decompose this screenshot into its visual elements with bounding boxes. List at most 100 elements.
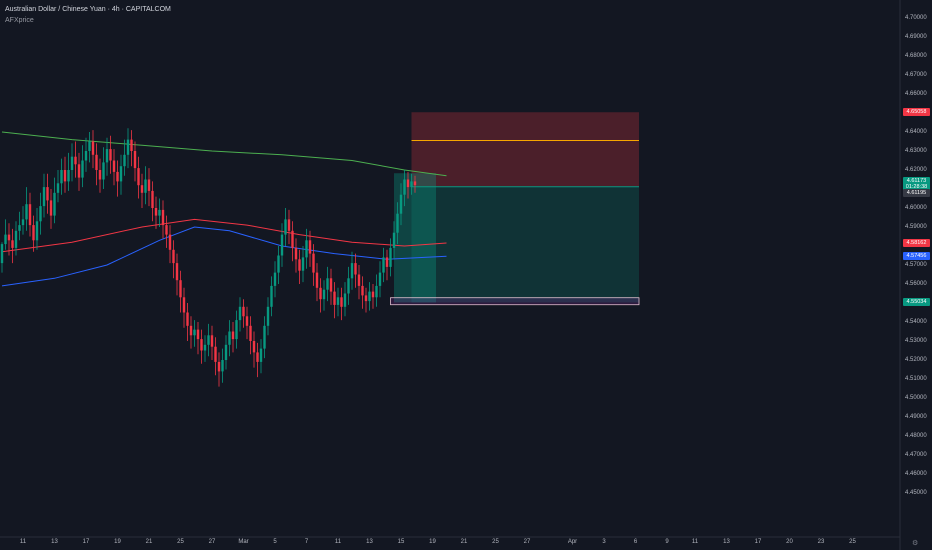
candle [350, 251, 354, 290]
candle [291, 221, 294, 262]
candle [308, 230, 312, 267]
price-tick-label: 4.48000 [905, 433, 927, 439]
candle [231, 322, 235, 353]
price-tick-label: 4.53000 [905, 338, 927, 344]
candle [63, 156, 67, 193]
candle [238, 297, 242, 332]
candle [21, 206, 25, 235]
time-tick-label: 13 [51, 539, 58, 545]
price-tick-label: 4.68000 [905, 53, 927, 59]
candle [53, 177, 56, 224]
stop-loss-zone[interactable] [411, 112, 640, 187]
time-tick-label: 11 [334, 539, 342, 545]
candle [361, 276, 364, 309]
candle [326, 266, 329, 302]
candle [315, 263, 319, 302]
time-tick-label: 11 [19, 539, 27, 545]
candle [203, 335, 207, 362]
candle [347, 266, 350, 305]
time-tick-label: 7 [304, 539, 309, 545]
candle [154, 196, 158, 229]
candle [200, 329, 203, 364]
candle [56, 170, 60, 203]
candle [270, 276, 273, 317]
candle [91, 130, 95, 169]
candle [235, 310, 238, 349]
candle [88, 132, 91, 163]
price-tag: 4.65058 [903, 107, 930, 116]
candle [329, 268, 333, 305]
candle [392, 221, 396, 260]
candle [196, 322, 200, 355]
candle [67, 152, 70, 191]
candle [18, 211, 21, 241]
candle [284, 208, 287, 246]
candle [158, 198, 161, 227]
time-tick-label: 25 [492, 539, 499, 545]
symbol-subtitle: AFXprice [5, 17, 34, 24]
candle [133, 141, 137, 182]
base-box[interactable] [390, 297, 640, 306]
candle [333, 282, 336, 319]
moving-averages [1, 131, 447, 287]
candle [214, 337, 217, 376]
time-tick-label: 13 [366, 539, 373, 545]
take-profit-zone[interactable] [411, 186, 640, 303]
candle [186, 303, 189, 341]
price-tick-label: 4.46000 [905, 471, 927, 477]
time-tick-label: Mar [238, 539, 249, 545]
candle [389, 238, 392, 277]
candle [357, 265, 361, 300]
candle [60, 158, 63, 195]
time-tick-label: 27 [523, 539, 531, 545]
time-tick-label: 25 [177, 539, 184, 545]
price-tick-label: 4.56000 [905, 281, 927, 287]
time-tick-label: 15 [397, 539, 405, 545]
candle [98, 158, 102, 193]
candle [168, 225, 172, 264]
moving-average-line [1, 218, 447, 253]
candle [84, 137, 88, 172]
price-tick-label: 4.57000 [905, 262, 927, 268]
time-tick-label: Apr [567, 539, 578, 545]
candle [144, 166, 147, 205]
time-tick-label: 11 [691, 539, 699, 545]
time-tick-label: 17 [754, 539, 762, 545]
candle [249, 316, 252, 355]
candle [189, 316, 193, 349]
price-tick-label: 4.60000 [905, 205, 927, 211]
candle [354, 253, 357, 288]
time-tick-label: 9 [665, 539, 669, 545]
candle [172, 240, 175, 279]
candle [35, 208, 39, 250]
time-tick-label: 17 [82, 539, 90, 545]
settings-icon[interactable]: ⚙ [912, 540, 919, 547]
price-tick-label: 4.63000 [905, 148, 927, 154]
price-tick-label: 4.64000 [905, 129, 927, 135]
candle [403, 170, 406, 207]
candle [175, 253, 179, 296]
time-tick-label: 27 [208, 539, 216, 545]
candle [147, 168, 151, 207]
candle [280, 223, 284, 267]
candle [74, 141, 77, 178]
symbol-title[interactable]: Australian Dollar / Chinese Yuan · 4h · … [5, 6, 171, 13]
candle [42, 173, 46, 218]
time-tick-label: 20 [786, 539, 793, 545]
candle [266, 297, 270, 336]
time-tick-label: 6 [633, 539, 638, 545]
position-zones[interactable] [390, 112, 640, 306]
price-tick-label: 4.51000 [905, 376, 927, 382]
price-tick-label: 4.67000 [905, 72, 927, 78]
candle [77, 152, 81, 191]
chart-header: Australian Dollar / Chinese Yuan · 4h · … [5, 4, 171, 26]
price-tick-label: 4.70000 [905, 15, 927, 21]
price-tick-label: 4.66000 [905, 91, 927, 97]
candle [312, 244, 315, 286]
candle [25, 187, 28, 231]
candle [294, 238, 298, 273]
candle [399, 183, 403, 226]
candle [32, 215, 35, 252]
